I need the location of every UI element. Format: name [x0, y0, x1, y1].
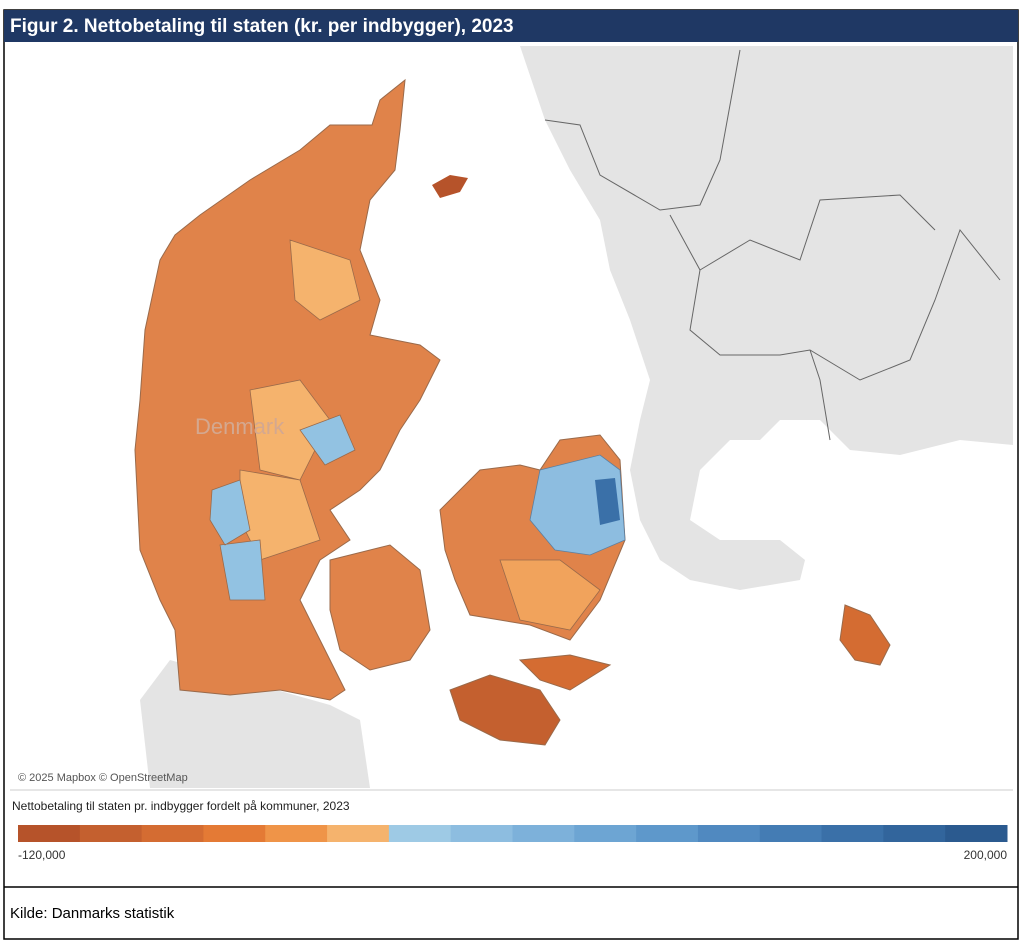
legend-max: 200,000: [964, 848, 1008, 862]
legend-title: Nettobetaling til staten pr. indbygger f…: [12, 799, 350, 813]
blue-areas: [209, 414, 356, 601]
title: Figur 2. Nettobetaling til staten (kr. p…: [10, 16, 514, 37]
legend-swatch: [141, 825, 204, 842]
legend-swatch: [821, 825, 884, 842]
legend-swatch: [636, 825, 699, 842]
attribution: © 2025 Mapbox © OpenStreetMap: [18, 772, 188, 784]
legend-swatch: [327, 825, 390, 842]
map-label: Denmark: [195, 414, 285, 439]
legend-swatch: [574, 825, 637, 842]
laesoe: [432, 175, 468, 198]
legend-swatch: [697, 825, 761, 842]
legend-swatch: [512, 825, 575, 842]
legend-swatch: [79, 825, 143, 842]
funen: [329, 544, 431, 671]
legend-swatch: [265, 825, 328, 842]
lolland: [449, 674, 561, 746]
legend-bar: [18, 825, 1008, 842]
borders: [544, 49, 1001, 441]
legend-swatch: [388, 825, 452, 842]
legend-swatch: [203, 825, 266, 842]
legend-swatch: [18, 825, 81, 842]
legend-min: -120,000: [18, 848, 66, 862]
copenhagen: [595, 478, 620, 525]
south-zealand: [499, 559, 601, 631]
source: Kilde: Danmarks statistik: [10, 905, 175, 922]
map: Denmark © 2025 Mapbox © OpenStreetMap: [10, 46, 1013, 788]
title-bar: [4, 10, 1018, 42]
legend-swatch: [450, 825, 513, 842]
sweden: [520, 46, 1013, 590]
bornholm: [839, 604, 891, 666]
legend-swatch: [759, 825, 823, 842]
legend-swatch: [945, 825, 1008, 842]
legend-swatch: [883, 825, 946, 842]
falster: [518, 654, 612, 691]
